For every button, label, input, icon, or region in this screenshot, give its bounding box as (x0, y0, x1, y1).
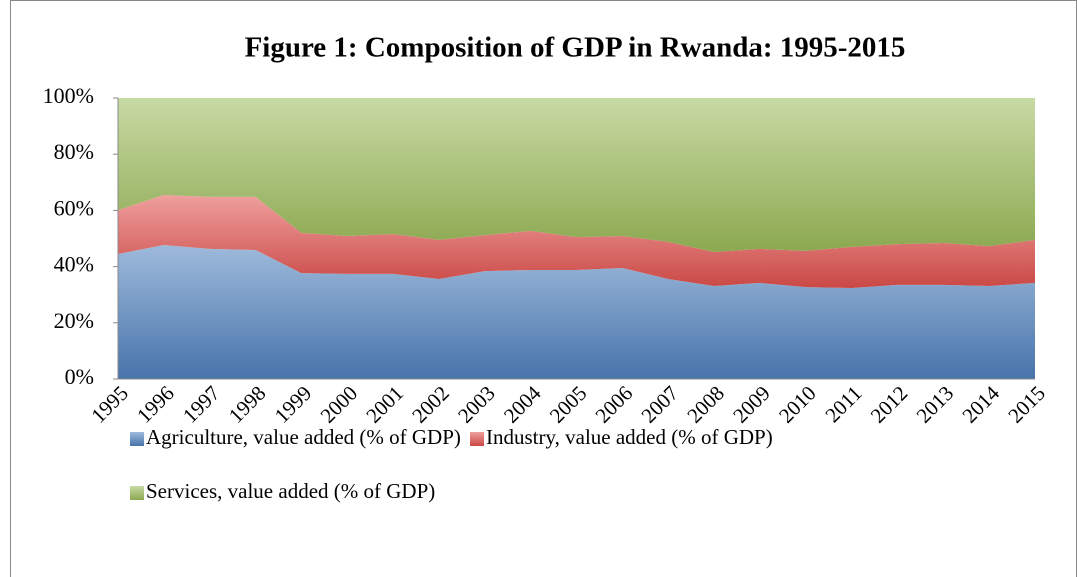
y-tick-label: 60% (54, 195, 94, 220)
legend-label: Industry, value added (% of GDP) (486, 425, 773, 449)
x-tick-label: 1996 (132, 381, 179, 428)
x-tick-label: 2010 (774, 381, 821, 428)
area (118, 194, 1035, 288)
x-tick-label: 2003 (453, 381, 500, 428)
y-tick-label: 40% (54, 252, 94, 277)
x-tick-label: 2007 (636, 381, 683, 428)
x-tick-label: 2014 (957, 381, 1004, 428)
chart-title: Figure 1: Composition of GDP in Rwanda: … (245, 32, 906, 64)
legend-swatch (470, 432, 484, 446)
area (118, 98, 1035, 252)
legend-swatch (130, 486, 144, 500)
x-tick-label: 2001 (361, 381, 408, 428)
x-tick-label: 2000 (316, 381, 363, 428)
legend-swatch (130, 432, 144, 446)
x-tick-label: 2004 (499, 381, 546, 428)
x-tick-label: 2002 (407, 381, 454, 428)
x-tick-label: 1997 (178, 381, 225, 428)
y-tick-label: 80% (54, 139, 94, 164)
y-tick-label: 0% (65, 364, 94, 389)
x-tick-label: 2012 (866, 381, 913, 428)
x-tick-label: 2013 (912, 381, 959, 428)
y-tick-label: 20% (54, 308, 94, 333)
legend-label: Agriculture, value added (% of GDP) (146, 425, 461, 449)
area (118, 244, 1035, 379)
x-tick-label: 2011 (820, 381, 866, 427)
x-tick-label: 2009 (728, 381, 775, 428)
y-tick-label: 100% (43, 83, 94, 108)
x-tick-label: 2008 (682, 381, 729, 428)
x-tick-label: 1999 (270, 381, 317, 428)
x-tick-label: 2015 (1003, 381, 1050, 428)
legend-label: Services, value added (% of GDP) (146, 479, 435, 503)
x-tick-label: 2006 (591, 381, 638, 428)
x-tick-label: 2005 (545, 381, 592, 428)
x-tick-label: 1998 (224, 381, 271, 428)
